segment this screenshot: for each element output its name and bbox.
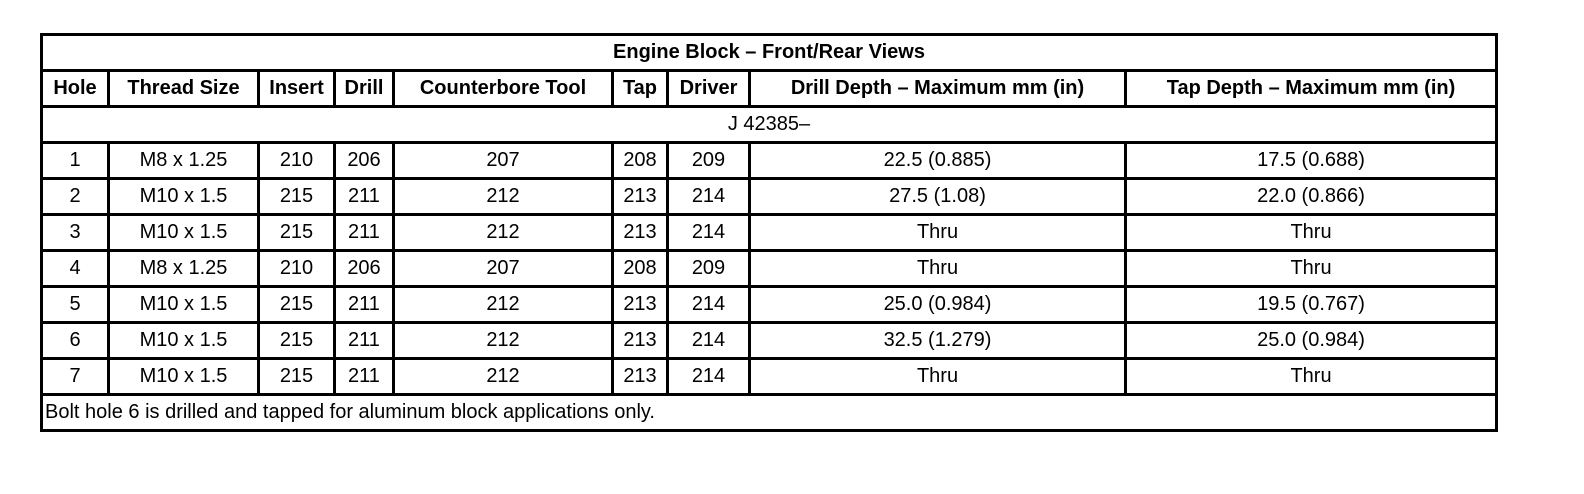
table-cell: M10 x 1.5: [107, 321, 260, 360]
table-cell: M8 x 1.25: [107, 141, 260, 180]
table-cell: M8 x 1.25: [107, 249, 260, 288]
table-cell: M10 x 1.5: [107, 357, 260, 396]
table-cell: 211: [333, 177, 395, 216]
table-cell: 208: [611, 141, 669, 180]
table-row: 5 M10 x 1.5 215 211 212 213 214 25.0 (0.984) 19.…: [40, 285, 1499, 324]
table-cell: 208: [611, 249, 669, 288]
table-cell: 25.0 (0.984): [1123, 321, 1499, 360]
table-cell: 3: [40, 213, 110, 252]
table-cell: Thru: [1123, 357, 1499, 396]
table-row: 3 M10 x 1.5 215 211 212 213 214 Thru Thru: [40, 213, 1499, 252]
table-row: 2 M10 x 1.5 215 211 212 213 214 27.5 (1.08) 22.0…: [40, 177, 1499, 216]
table-cell: 212: [392, 357, 614, 396]
column-header: Drill: [333, 69, 395, 108]
table-cell: 213: [611, 213, 669, 252]
tool-prefix: J 42385–: [39, 105, 1499, 144]
table-cell: 212: [392, 285, 614, 324]
table-cell: 214: [666, 357, 751, 396]
table-cell: 22.5 (0.885): [748, 141, 1127, 180]
table-cell: 210: [257, 141, 336, 180]
header-row: Hole Thread Size Insert Drill Counterbore To…: [40, 69, 1499, 108]
column-header: Insert: [257, 69, 336, 108]
table-title: Engine Block – Front/Rear Views: [39, 33, 1499, 72]
table-cell: 25.0 (0.984): [748, 285, 1127, 324]
table-cell: 5: [40, 285, 110, 324]
table-cell: 22.0 (0.866): [1123, 177, 1499, 216]
table-cell: 211: [333, 357, 395, 396]
table-cell: 212: [392, 321, 614, 360]
table-cell: 214: [666, 213, 751, 252]
table-cell: Thru: [748, 357, 1127, 396]
table-cell: 214: [666, 177, 751, 216]
table-cell: 7: [40, 357, 110, 396]
table-cell: 211: [333, 321, 395, 360]
table-cell: 213: [611, 357, 669, 396]
table-cell: 32.5 (1.279): [748, 321, 1127, 360]
table-cell: 213: [611, 285, 669, 324]
table-cell: 207: [392, 141, 614, 180]
engine-block-table: Engine Block – Front/Rear Views Hole Thre…: [39, 33, 1499, 432]
table-cell: Thru: [1123, 249, 1499, 288]
table-cell: 214: [666, 285, 751, 324]
table-cell: 19.5 (0.767): [1123, 285, 1499, 324]
column-header: Thread Size: [107, 69, 260, 108]
table-cell: 209: [666, 141, 751, 180]
table-cell: 206: [333, 249, 395, 288]
table-cell: 215: [257, 213, 336, 252]
column-header: Tap: [611, 69, 669, 108]
table-cell: 207: [392, 249, 614, 288]
table-cell: 215: [257, 357, 336, 396]
table-cell: 213: [611, 321, 669, 360]
table-cell: M10 x 1.5: [107, 285, 260, 324]
table-cell: 2: [40, 177, 110, 216]
table-cell: 212: [392, 177, 614, 216]
table-cell: 4: [40, 249, 110, 288]
table-cell: 1: [40, 141, 110, 180]
table-cell: 206: [333, 141, 395, 180]
table-row: 1 M8 x 1.25 210 206 207 208 209 22.5 (0.885) 17.…: [40, 141, 1499, 180]
table-row: 6 M10 x 1.5 215 211 212 213 214 32.5 (1.279) 25.…: [40, 321, 1499, 360]
table-cell: 215: [257, 321, 336, 360]
table-cell: 213: [611, 177, 669, 216]
table-cell: M10 x 1.5: [107, 177, 260, 216]
table-cell: 211: [333, 213, 395, 252]
column-header: Driver: [666, 69, 751, 108]
table-cell: 212: [392, 213, 614, 252]
table-cell: 209: [666, 249, 751, 288]
table-cell: 6: [40, 321, 110, 360]
column-header: Drill Depth – Maximum mm (in): [748, 69, 1127, 108]
table-cell: 17.5 (0.688): [1123, 141, 1499, 180]
table-cell: 27.5 (1.08): [748, 177, 1127, 216]
table-cell: M10 x 1.5: [107, 213, 260, 252]
table-cell: Thru: [1123, 213, 1499, 252]
column-header: Tap Depth – Maximum mm (in): [1123, 69, 1499, 108]
table-cell: Thru: [748, 249, 1127, 288]
table-cell: 214: [666, 321, 751, 360]
table-cell: 215: [257, 285, 336, 324]
column-header: Counterbore Tool: [392, 69, 614, 108]
table-row: 7 M10 x 1.5 215 211 212 213 214 Thru Thru: [40, 357, 1499, 396]
table-cell: 211: [333, 285, 395, 324]
table-cell: 215: [257, 177, 336, 216]
table-row: 4 M8 x 1.25 210 206 207 208 209 Thru Thru: [40, 249, 1499, 288]
column-header: Hole: [40, 69, 110, 108]
footnote: Bolt hole 6 is drilled and tapped for al…: [39, 393, 1499, 432]
table-cell: 210: [257, 249, 336, 288]
table-cell: Thru: [748, 213, 1127, 252]
